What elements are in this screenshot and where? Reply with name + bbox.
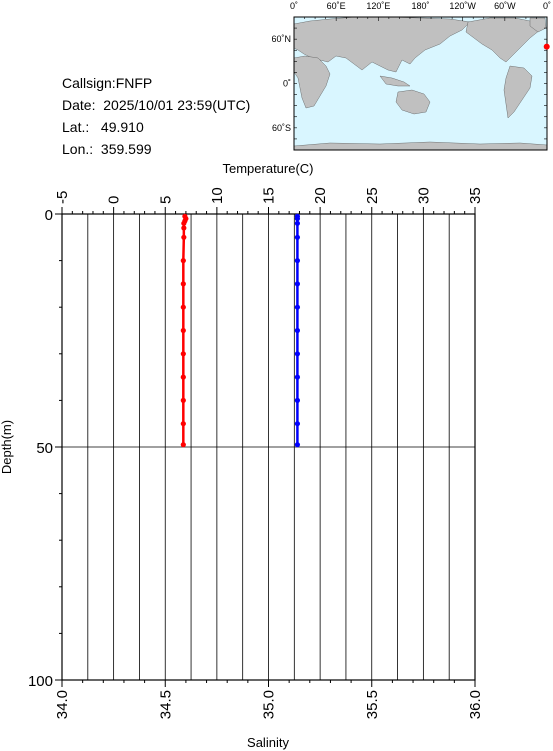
map-lon-label: 0˚: [543, 1, 551, 11]
lon-line: Lon.: 359.599: [62, 138, 250, 160]
date-value: 2025/10/01 23:59(UTC): [103, 97, 251, 113]
salinity-point: [294, 397, 301, 403]
temperature-point: [181, 225, 187, 231]
map-top-labels: 0˚ 60˚E 120˚E 180˚ 120˚W 60˚W 0˚: [290, 1, 551, 11]
station-marker: [543, 43, 550, 50]
bottom-tick-label: 34.0: [54, 690, 71, 719]
lat-line: Lat.: 49.910: [62, 116, 250, 138]
map-lon-label: 60˚E: [327, 1, 346, 11]
top-tick-label: 30: [415, 187, 432, 204]
date-line: Date: 2025/10/01 23:59(UTC): [62, 94, 250, 116]
temperature-point: [180, 281, 186, 287]
top-axis-ticks: -5 0 5 10 15 20 25 30 35: [54, 187, 484, 214]
temperature-point: [180, 304, 186, 310]
map-lon-label: 180˚: [411, 1, 429, 11]
bottom-tick-label: 35.5: [364, 690, 381, 719]
bottom-axis-label: Salinity: [247, 735, 289, 750]
map-frame-group: 0˚ 60˚E 120˚E 180˚ 120˚W 60˚W 0˚ 60˚N 0˚ 60˚S: [271, 1, 551, 151]
top-axis-label: Temperature(C): [222, 161, 313, 176]
temperature-point: [180, 258, 186, 264]
bottom-axis-ticks: 34.0 34.5 35.0 35.5 36.0: [54, 680, 484, 719]
grid-lines: [62, 214, 475, 680]
left-tick-label: 0: [45, 207, 53, 224]
lon-label: Lon.:: [62, 141, 94, 157]
map-lat-label: 0˚: [283, 79, 291, 89]
land-africa: [293, 55, 331, 109]
map-lon-label: 0˚: [290, 1, 298, 11]
temperature-point: [181, 220, 187, 226]
lat-label: Lat.:: [62, 119, 90, 135]
left-axis-ticks: 0 50 100: [28, 207, 62, 690]
land-south-america: [503, 65, 533, 119]
plot-background: [62, 214, 475, 680]
map-lat-label: 60˚N: [271, 34, 291, 44]
salinity-point: [294, 374, 301, 380]
salinity-point: [294, 421, 301, 427]
temperature-point: [180, 351, 186, 357]
top-tick-label: 20: [312, 187, 329, 204]
map-lon-label: 60˚W: [494, 1, 516, 11]
salinity-point: [294, 442, 301, 448]
temperature-point: [180, 421, 186, 427]
left-tick-label: 50: [36, 440, 53, 457]
salinity-point: [294, 281, 301, 287]
left-tick-label: 100: [28, 673, 53, 690]
land-australia: [395, 89, 431, 115]
series-layer: [180, 213, 301, 448]
temperature-point: [181, 234, 187, 240]
map-lat-label: 60˚S: [272, 123, 291, 133]
plot-border: [61, 213, 476, 681]
land-north-america: [465, 17, 541, 63]
salinity-point: [294, 327, 301, 334]
temperature-point: [180, 397, 186, 403]
map-lon-label: 120˚W: [449, 1, 476, 11]
lon-value: 359.599: [100, 141, 152, 157]
temperature-point: [182, 218, 188, 224]
land-greenland: [529, 17, 547, 33]
map-lon-label: 120˚E: [366, 1, 390, 11]
temperature-profile-line: [182, 215, 188, 445]
salinity-point: [294, 304, 301, 310]
temperature-point: [180, 442, 186, 448]
bottom-tick-label: 36.0: [467, 690, 484, 719]
left-axis-label: Depth(m): [0, 420, 14, 474]
temperature-point: [180, 374, 186, 380]
date-label: Date:: [62, 97, 96, 113]
top-tick-label: 0: [106, 196, 123, 204]
land-antarctica: [293, 141, 548, 151]
map-ticks: [293, 16, 548, 151]
world-map: 0˚ 60˚E 120˚E 180˚ 120˚W 60˚W 0˚ 60˚N 0˚ 60˚S: [271, 1, 551, 151]
salinity-point: [294, 258, 301, 264]
salinity-point: [294, 234, 301, 240]
temperature-point: [180, 327, 186, 334]
map-left-labels: 60˚N 0˚ 60˚S: [271, 34, 291, 133]
top-tick-label: 15: [261, 187, 278, 204]
top-tick-label: 25: [364, 187, 381, 204]
salinity-point: [294, 213, 301, 219]
temperature-point: [182, 213, 188, 219]
map-land: [293, 16, 548, 151]
callsign-text: Callsign:FNFP: [62, 75, 153, 91]
bottom-tick-label: 35.0: [261, 690, 278, 719]
top-tick-label: -5: [54, 191, 71, 204]
salinity-point: [294, 220, 301, 226]
lat-value: 49.910: [100, 119, 144, 135]
temperature-point: [183, 216, 189, 222]
salinity-point: [294, 351, 301, 357]
top-tick-label: 10: [209, 187, 226, 204]
top-tick-label: 35: [467, 187, 484, 204]
bottom-tick-label: 34.5: [157, 690, 174, 719]
station-info: Callsign:FNFP Date: 2025/10/01 23:59(UTC…: [62, 72, 250, 160]
land-islands: [379, 75, 411, 87]
top-tick-label: 5: [157, 196, 174, 204]
salinity-point: [294, 216, 301, 222]
